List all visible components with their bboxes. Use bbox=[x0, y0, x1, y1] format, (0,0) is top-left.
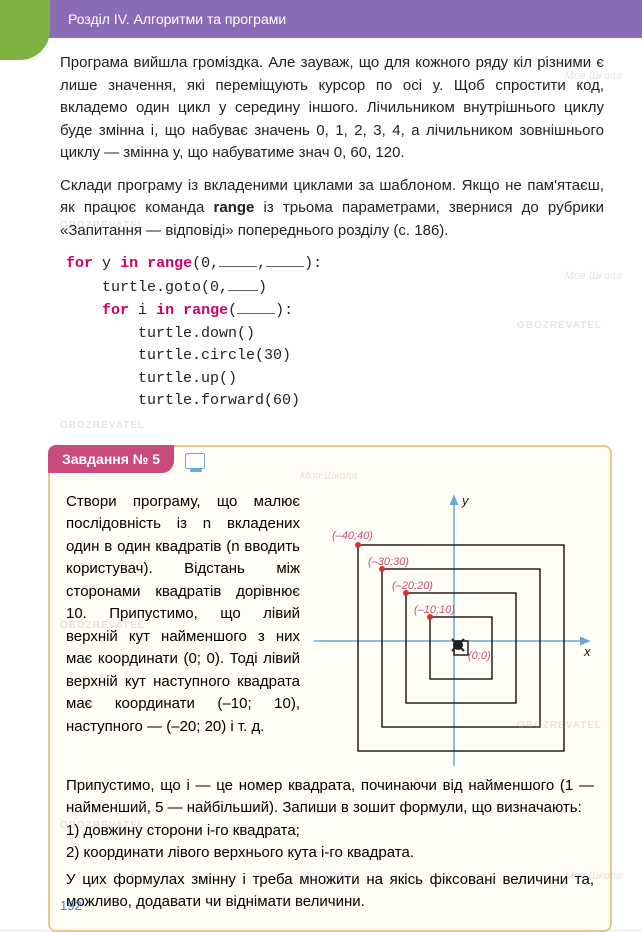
pt-label-4: (0;0) bbox=[468, 650, 491, 662]
task-flex-row: Створи програму, що малює послідовність … bbox=[66, 491, 594, 771]
textbook-page: Розділ IV. Алгоритми та програми Програм… bbox=[0, 0, 642, 929]
pt-label-3: (–10;10) bbox=[414, 604, 455, 616]
pt-label-0: (–40;40) bbox=[332, 530, 373, 542]
code-l6: turtle.up() bbox=[66, 370, 237, 387]
code-l7: turtle.forward(60) bbox=[66, 392, 300, 409]
fn-range-2: range bbox=[183, 302, 228, 319]
code-l4: turtle.down() bbox=[66, 325, 255, 342]
nested-squares-diagram: x y bbox=[314, 491, 594, 771]
task-p1: Створи програму, що малює послідовність … bbox=[66, 491, 300, 739]
task-p2: Припустимо, що i — це номер квадрата, по… bbox=[66, 775, 594, 820]
blank-2 bbox=[266, 252, 304, 267]
y-axis-label: y bbox=[461, 493, 470, 508]
task-li2: 2) координати лівого верхнього кута i-го… bbox=[66, 842, 594, 865]
kw-for-1: for bbox=[66, 255, 93, 272]
code-template: for y in range(0,,): turtle.goto(0,) for… bbox=[66, 252, 604, 413]
task-p3: У цих формулах змінну i треба множити на… bbox=[66, 869, 594, 914]
section-header: Розділ IV. Алгоритми та програми bbox=[0, 0, 642, 38]
task-li1: 1) довжину сторони i-го квадрата; bbox=[66, 820, 594, 843]
task-tab: Завдання № 5 bbox=[48, 445, 174, 473]
code-l5: turtle.circle(30) bbox=[66, 347, 291, 364]
kw-in-1: in bbox=[120, 255, 138, 272]
para2-bold: range bbox=[214, 199, 255, 216]
computer-icon bbox=[185, 453, 205, 469]
task-text-col: Створи програму, що малює послідовність … bbox=[66, 491, 300, 739]
turtle-marker bbox=[452, 639, 464, 651]
kw-for-2: for bbox=[102, 302, 129, 319]
page-number: 192 bbox=[60, 898, 82, 913]
paragraph-1: Програма вийшла громіздка. Але зауваж, щ… bbox=[60, 52, 604, 165]
kw-in-2: in bbox=[156, 302, 174, 319]
x-axis-label: x bbox=[583, 644, 591, 659]
paragraph-2: Склади програму із вкладеними циклами за… bbox=[60, 175, 604, 243]
task-box: Завдання № 5 Створи програму, що малює п… bbox=[48, 445, 612, 932]
code-l2: turtle.goto(0, bbox=[66, 279, 228, 296]
diagram-svg: x y bbox=[314, 491, 594, 771]
blank-4 bbox=[237, 299, 275, 314]
pt-label-1: (–30;30) bbox=[368, 556, 409, 568]
blank-1 bbox=[219, 252, 257, 267]
pt-label-2: (–20;20) bbox=[392, 580, 433, 592]
code-l2b: ) bbox=[258, 279, 267, 296]
fn-range-1: range bbox=[147, 255, 192, 272]
section-title: Розділ IV. Алгоритми та програми bbox=[0, 0, 642, 38]
blank-3 bbox=[228, 276, 258, 291]
main-content: Програма вийшла громіздка. Але зауваж, щ… bbox=[0, 38, 642, 435]
var-i: i bbox=[138, 302, 147, 319]
task-lower-text: Припустимо, що i — це номер квадрата, по… bbox=[66, 775, 594, 914]
var-y: y bbox=[102, 255, 111, 272]
